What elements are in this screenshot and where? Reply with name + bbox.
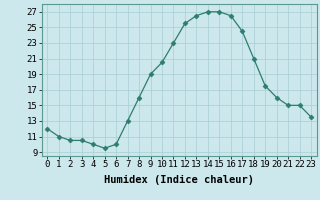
X-axis label: Humidex (Indice chaleur): Humidex (Indice chaleur) — [104, 175, 254, 185]
